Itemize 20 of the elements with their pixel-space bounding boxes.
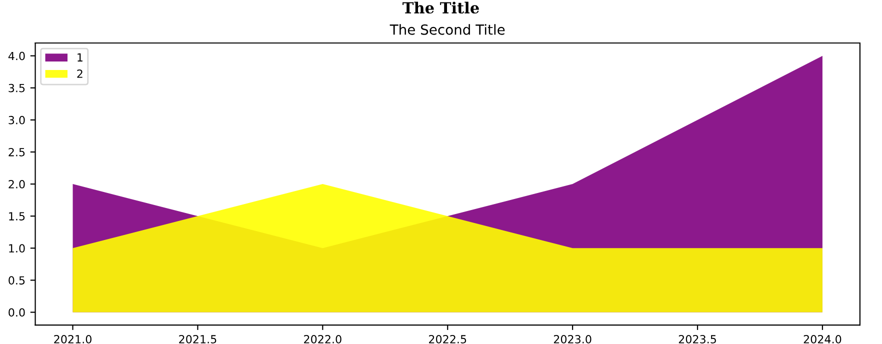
- y-tick-label: 2.0: [8, 180, 25, 188]
- legend-label: 1: [78, 53, 82, 62]
- chart-title: The Title: [402, 2, 479, 14]
- x-tick-label: 2021.0: [54, 335, 92, 344]
- y-tick-label: 3.0: [8, 116, 25, 124]
- chart-subtitle: The Second Title: [390, 24, 505, 35]
- x-tick-label: 2021.5: [179, 335, 216, 344]
- x-tick-label: 2023.0: [554, 335, 592, 344]
- x-tick-label: 2024.0: [804, 335, 842, 344]
- x-tick-label: 2022.5: [428, 335, 466, 344]
- y-tick-label: 0.0: [8, 308, 25, 317]
- y-tick-label: 1.0: [9, 244, 25, 253]
- y-tick-label: 4.0: [8, 52, 25, 60]
- y-tick-label: 2.5: [8, 148, 25, 156]
- x-tick-label: 2023.5: [678, 335, 716, 344]
- x-tick-label: 2022.0: [304, 335, 342, 344]
- y-tick-label: 1.5: [9, 212, 25, 220]
- legend-label: 2: [77, 70, 82, 78]
- y-tick-label: 0.5: [8, 276, 25, 285]
- y-tick-label: 3.5: [8, 84, 25, 92]
